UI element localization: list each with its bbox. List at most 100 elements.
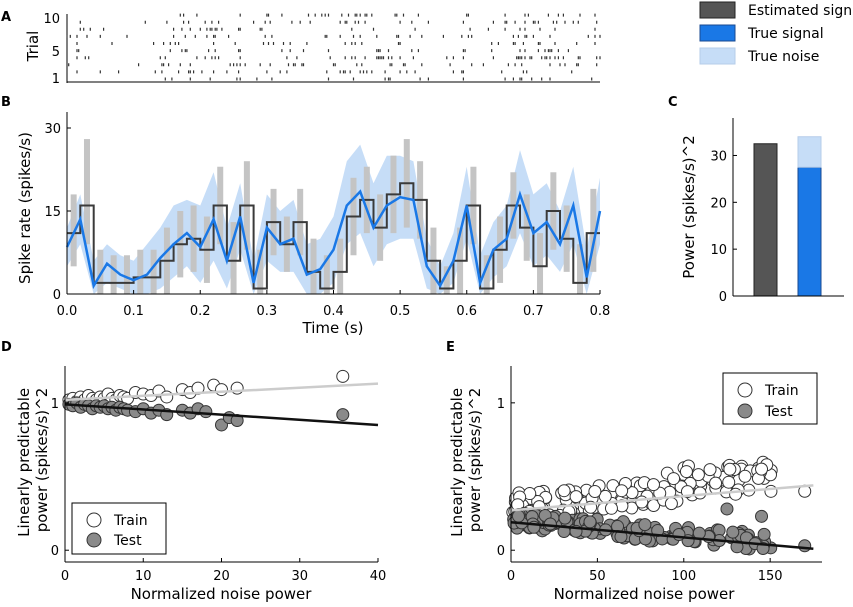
rate-ytick-label: 15 xyxy=(44,205,61,220)
train-fit-line xyxy=(510,484,814,512)
train-point xyxy=(722,475,736,489)
train-point xyxy=(588,484,602,498)
ytick-label: 0 xyxy=(497,544,505,559)
rate-x-label: Time (s) xyxy=(302,319,364,337)
test-point xyxy=(558,511,572,525)
legend-label-test-e: Test xyxy=(764,404,793,420)
raster-trial-spikes xyxy=(76,70,573,74)
xtick-label: 20 xyxy=(213,569,230,584)
legend-label-train-e: Train xyxy=(764,383,799,399)
variability-bar xyxy=(150,249,157,294)
variability-bar xyxy=(310,238,317,294)
variability-bar xyxy=(97,249,104,294)
panel-label-b: B xyxy=(1,95,11,110)
train-point xyxy=(336,369,350,383)
power-ytick-label: 0 xyxy=(719,290,727,305)
variability-bar xyxy=(337,238,344,294)
variability-bar xyxy=(230,222,237,294)
train-point xyxy=(215,383,228,397)
rate-xtick-label: 0.5 xyxy=(390,304,411,319)
variability-bar xyxy=(443,266,450,294)
variability-bar xyxy=(537,233,544,294)
e-ticks: 0 50 100 150 0 1 xyxy=(497,397,783,584)
panel-label-e: E xyxy=(446,340,455,355)
test-point xyxy=(798,539,812,553)
raster-trial-spikes xyxy=(76,49,569,53)
panel-b: B Spike rate (spikes/s) Time (s) 0.0 0.1 0… xyxy=(1,95,610,337)
variability-bar xyxy=(483,255,490,294)
test-point xyxy=(651,524,665,538)
xtick-label: 50 xyxy=(589,569,606,584)
train-point xyxy=(635,495,649,509)
bar-estimated-signal xyxy=(753,143,778,297)
legend-label-train-d: Train xyxy=(113,513,148,529)
ytick-label: 1 xyxy=(51,397,59,412)
panel-e: E Linearly predictable power (spikes/s)^… xyxy=(446,340,822,603)
legend-signal: Estimated signal True signal True noise xyxy=(699,1,853,65)
noise-x-label-e: Normalized noise power xyxy=(554,585,736,603)
rate-xtick-label: 0.2 xyxy=(190,304,211,319)
raster-trial-spikes xyxy=(79,27,596,31)
xtick-label: 10 xyxy=(135,569,152,584)
xtick-label: 40 xyxy=(370,569,387,584)
power-bars xyxy=(753,136,822,297)
pred-y-label-d: Linearly predictable power (spikes/s)^2 xyxy=(15,383,51,537)
xtick-label: 0 xyxy=(507,569,515,584)
ytick-label: 1 xyxy=(497,397,505,412)
raster-ytick-10: 10 xyxy=(43,12,60,27)
power-y-label: Power (spikes/s)^2 xyxy=(680,135,698,279)
xtick-label: 0 xyxy=(61,569,69,584)
legend-box-d xyxy=(71,502,167,555)
legend-label-true-signal: True signal xyxy=(747,26,824,42)
variability-bar xyxy=(110,255,117,294)
bar-true-noise xyxy=(797,136,822,168)
variability-bar xyxy=(257,249,264,294)
variability-bar xyxy=(137,249,144,294)
train-point xyxy=(738,469,752,483)
train-point xyxy=(646,478,660,492)
rate-ytick-label: 30 xyxy=(44,122,61,137)
test-point xyxy=(755,509,769,523)
train-point xyxy=(569,490,583,504)
legend-label-true-noise: True noise xyxy=(747,49,819,65)
panel-label-a: A xyxy=(1,10,11,25)
rate-xtick-label: 0.4 xyxy=(323,304,344,319)
test-point xyxy=(215,418,228,432)
panel-a: A Trial 1 5 10 xyxy=(1,10,601,87)
train-point xyxy=(679,465,693,479)
scatter-e xyxy=(506,455,814,556)
train-point xyxy=(729,487,743,501)
raster-trial-spikes xyxy=(179,13,596,17)
rate-xtick-label: 0.0 xyxy=(57,304,78,319)
xtick-label: 150 xyxy=(758,569,783,584)
legend-label-estimated: Estimated signal xyxy=(748,3,853,19)
test-point xyxy=(757,527,771,541)
true-noise-band xyxy=(67,144,600,294)
noise-x-label-d: Normalized noise power xyxy=(131,585,313,603)
legend-marker-train-d xyxy=(86,512,102,528)
variability-bar xyxy=(590,188,597,272)
xtick-label: 30 xyxy=(291,569,308,584)
panel-label-c: C xyxy=(668,95,678,110)
panel-label-d: D xyxy=(1,340,12,355)
raster-trial-spikes xyxy=(76,42,596,45)
legend-marker-test-e xyxy=(737,403,753,419)
raster-ytick-1: 1 xyxy=(52,72,60,87)
train-point xyxy=(764,484,778,498)
train-point xyxy=(160,390,174,404)
panel-c: C Power (spikes/s)^2 0 10 20 30 xyxy=(668,95,844,305)
legend-swatch-true-noise xyxy=(699,47,736,65)
legend-box-e xyxy=(722,372,818,425)
legend-e: Train Test xyxy=(722,372,818,425)
scatter-d xyxy=(62,369,379,432)
train-point xyxy=(691,468,705,482)
rate-xtick-label: 0.3 xyxy=(257,304,278,319)
power-ytick-label: 10 xyxy=(710,243,727,258)
raster-y-label: Trial xyxy=(24,31,42,63)
panel-d: D Linearly predictable power (spikes/s)^… xyxy=(1,340,386,603)
variability-bar xyxy=(123,255,130,294)
power-ticks: 0 10 20 30 xyxy=(710,149,737,305)
xtick-label: 100 xyxy=(671,569,696,584)
legend-swatch-estimated xyxy=(699,1,736,19)
